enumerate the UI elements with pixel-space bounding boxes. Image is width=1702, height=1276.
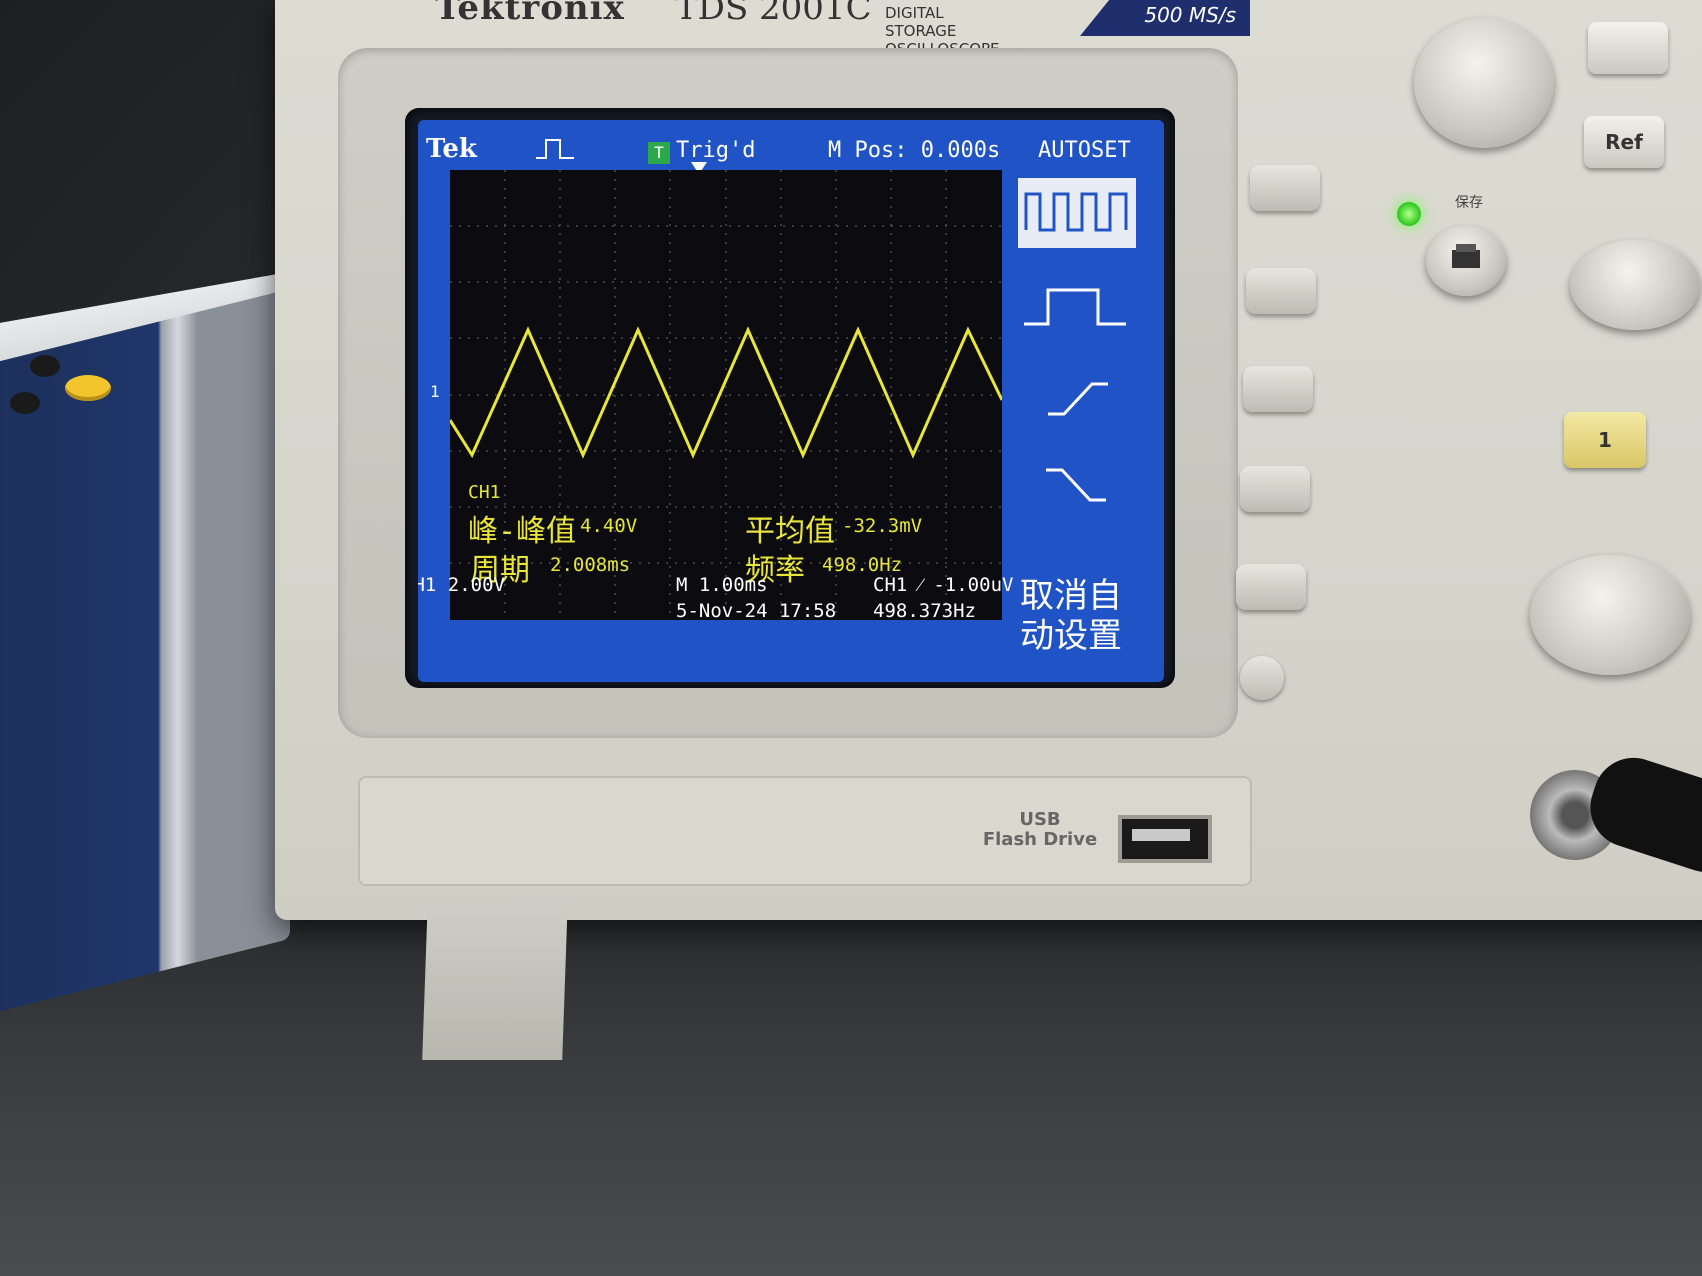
mean-value: -32.3mV	[842, 515, 923, 537]
pk-pk-label: 峰-峰值	[468, 514, 577, 549]
option-button-1[interactable]	[1250, 165, 1320, 211]
multi-cycle-square-icon	[1024, 192, 1128, 232]
menu-rising-edge[interactable]	[1018, 358, 1136, 428]
tek-logo: Tek	[426, 134, 477, 164]
option-button-5[interactable]	[1236, 564, 1306, 610]
printer-icon	[1452, 244, 1480, 268]
table-surface	[0, 920, 1702, 1276]
frequency-value: 498.0Hz	[822, 554, 903, 576]
oscilloscope-screen: Tek T Trig'd M Pos: 0.000s AUTOSET	[418, 120, 1164, 682]
model-name: TDS 2001C	[675, 0, 872, 28]
side-menu: 取消自 动设置	[1018, 178, 1138, 656]
trigger-status: Trig'd	[676, 138, 756, 163]
usb-port[interactable]	[1118, 815, 1212, 863]
option-button-2[interactable]	[1246, 268, 1316, 314]
timebase: M 1.00ms	[676, 574, 768, 596]
mean-label: 平均值	[745, 514, 835, 549]
usb-panel	[358, 776, 1252, 886]
save-label: 保存	[1455, 195, 1483, 211]
equipment-case	[0, 288, 290, 1022]
multipurpose-knob[interactable]	[1414, 18, 1554, 148]
falling-edge-icon	[1046, 468, 1106, 502]
ch1-triangle-trace	[448, 326, 1004, 459]
print-button[interactable]	[1426, 226, 1506, 296]
trigger-position-arrow-icon	[691, 162, 707, 174]
ref-button[interactable]: Ref	[1584, 116, 1664, 168]
menu-single-cycle[interactable]	[1018, 268, 1136, 338]
ch1-menu-button[interactable]: 1	[1564, 412, 1646, 468]
black-terminal	[30, 355, 60, 377]
waveform-display	[448, 170, 1004, 620]
pk-pk-value: 4.40V	[580, 515, 638, 537]
cancel-autoset-line2: 动设置	[1020, 616, 1122, 656]
ch1-scale: CH1 2.00V	[418, 574, 505, 596]
trigger-frequency: 498.373Hz	[873, 600, 976, 622]
channel-ground-marker: 1	[430, 382, 440, 401]
acquire-mode-icon	[536, 139, 574, 159]
period-label: 周期	[470, 553, 530, 588]
measurement-channel: CH1	[468, 482, 501, 503]
single-pulse-icon	[1024, 288, 1126, 326]
sample-rate-badge: 500 MS/s	[1080, 0, 1250, 36]
yellow-terminal	[65, 375, 111, 401]
horizontal-position-knob[interactable]	[1570, 240, 1700, 330]
volts-div-knob[interactable]	[1530, 555, 1690, 675]
autorange-button[interactable]	[1588, 22, 1668, 74]
usb-label: USB Flash Drive	[982, 809, 1098, 850]
brand-logo: Tektronix	[435, 0, 625, 28]
menu-falling-edge[interactable]	[1018, 448, 1136, 518]
date-time: 5-Nov-24 17:58	[676, 600, 837, 622]
trigger-setting: CH1 ⁄ -1.00uV	[873, 574, 1014, 596]
grid-lines	[450, 170, 1002, 620]
rising-edge-icon	[1048, 382, 1108, 416]
trigger-badge: T	[648, 142, 670, 164]
frequency-label: 频率	[745, 553, 805, 588]
menu-off-button[interactable]	[1240, 656, 1284, 700]
graticule: 1 CH1 峰-峰值 4.40V 平均值 -32.3mV 周期 2.008ms …	[430, 170, 1004, 620]
menu-title: AUTOSET	[1038, 138, 1131, 163]
period-value: 2.008ms	[550, 554, 631, 576]
menu-cancel-autoset[interactable]: 取消自 动设置	[1020, 576, 1138, 656]
cancel-autoset-line1: 取消自	[1020, 576, 1122, 616]
menu-multi-cycle-square[interactable]	[1018, 178, 1136, 248]
oscilloscope-foot	[422, 900, 568, 1060]
save-led-icon	[1397, 202, 1421, 226]
horizontal-position: M Pos: 0.000s	[828, 138, 1001, 163]
option-button-3[interactable]	[1243, 366, 1313, 412]
brand-bar: Tektronix TDS 2001C DIGITAL STORAGE OSCI…	[60, 0, 1000, 58]
black-terminal	[10, 392, 40, 414]
option-button-4[interactable]	[1240, 466, 1310, 512]
